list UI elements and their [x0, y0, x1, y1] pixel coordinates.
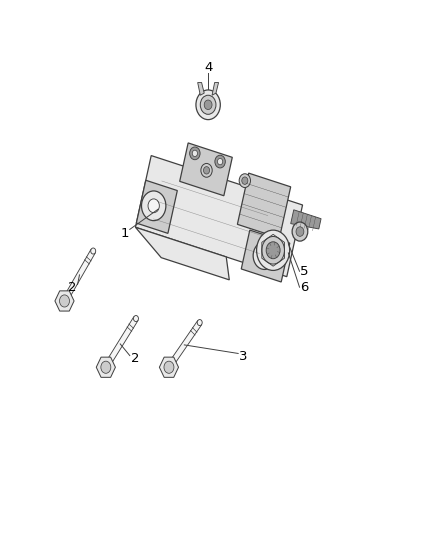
Polygon shape — [135, 156, 303, 277]
Circle shape — [266, 242, 280, 259]
Circle shape — [296, 227, 304, 236]
Circle shape — [134, 316, 138, 321]
Polygon shape — [55, 291, 74, 311]
Circle shape — [200, 95, 216, 114]
Polygon shape — [237, 173, 291, 238]
Polygon shape — [167, 320, 202, 369]
Polygon shape — [198, 83, 204, 95]
Polygon shape — [291, 210, 321, 229]
Polygon shape — [180, 143, 232, 196]
Polygon shape — [135, 227, 230, 280]
Polygon shape — [159, 357, 179, 377]
Circle shape — [190, 147, 200, 160]
Circle shape — [148, 199, 159, 213]
Circle shape — [101, 361, 111, 373]
Circle shape — [215, 155, 225, 168]
Text: 5: 5 — [300, 265, 308, 278]
Circle shape — [197, 320, 202, 326]
Circle shape — [141, 191, 166, 221]
Circle shape — [60, 295, 70, 307]
Circle shape — [218, 158, 223, 165]
Circle shape — [242, 177, 248, 184]
Circle shape — [196, 90, 220, 119]
Text: 2: 2 — [131, 352, 139, 365]
Text: 6: 6 — [300, 281, 308, 294]
Polygon shape — [104, 317, 138, 369]
Polygon shape — [212, 83, 219, 95]
Text: 4: 4 — [204, 61, 212, 74]
Text: 1: 1 — [120, 227, 129, 240]
Circle shape — [204, 167, 210, 174]
Circle shape — [164, 361, 174, 373]
Circle shape — [201, 164, 212, 177]
Polygon shape — [96, 357, 116, 377]
Circle shape — [292, 222, 308, 241]
Circle shape — [192, 150, 198, 157]
Circle shape — [253, 242, 276, 270]
Circle shape — [91, 248, 95, 254]
Polygon shape — [136, 180, 177, 233]
Circle shape — [257, 230, 290, 270]
Polygon shape — [241, 230, 290, 282]
Circle shape — [262, 237, 284, 264]
Circle shape — [204, 100, 212, 110]
Text: 3: 3 — [239, 350, 247, 363]
Circle shape — [239, 174, 251, 188]
Polygon shape — [62, 249, 95, 303]
Circle shape — [259, 249, 270, 262]
Text: 2: 2 — [67, 281, 76, 294]
